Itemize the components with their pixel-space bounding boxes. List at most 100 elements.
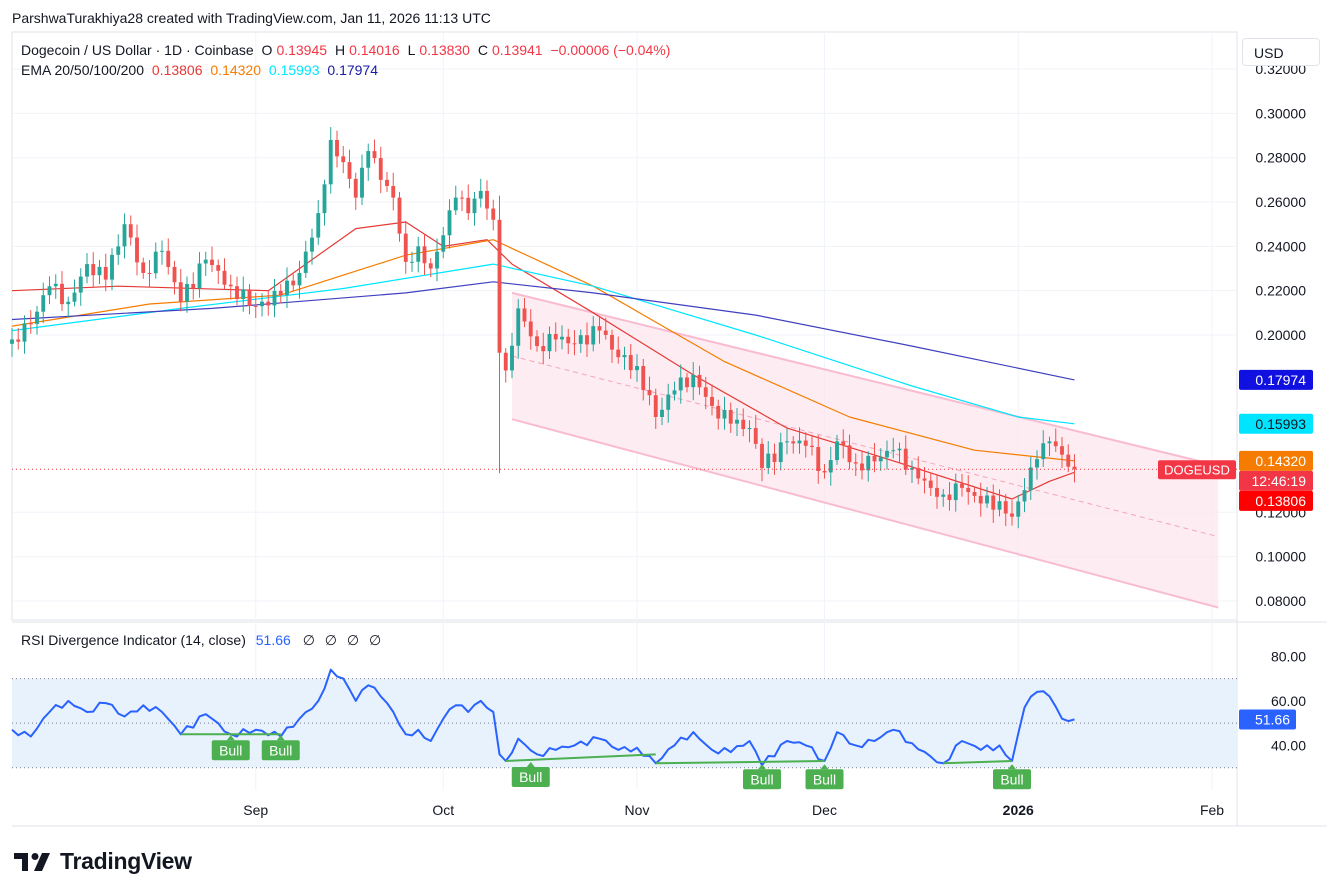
bull-label-pointer [820, 764, 829, 770]
rsi-tick-label: 80.00 [1271, 648, 1306, 664]
candle-body [672, 390, 677, 395]
candle [466, 184, 471, 220]
candle [735, 408, 739, 437]
bull-label: Bull [743, 764, 781, 790]
candle-body [1003, 501, 1008, 514]
candle [935, 474, 939, 509]
candle-body [897, 448, 902, 451]
candle [653, 388, 658, 429]
candle-body [416, 246, 421, 262]
candle [710, 384, 714, 416]
bull-label-text: Bull [219, 742, 242, 758]
candle [22, 315, 27, 354]
candle [1066, 444, 1071, 473]
candle-body [853, 462, 858, 464]
candle-body [785, 441, 789, 443]
candle-body [10, 339, 14, 344]
candle [516, 299, 521, 359]
bull-divergence-line [943, 760, 1013, 765]
price-tick-label: 0.26000 [1255, 194, 1306, 210]
candle [885, 440, 889, 470]
candle-body [916, 467, 921, 479]
ohlc-open: O 0.13945 [261, 42, 328, 58]
candle [460, 190, 464, 212]
bull-label-bg [805, 769, 844, 790]
candle-body [722, 409, 727, 419]
candle [10, 327, 14, 357]
time-tick-label: Feb [1200, 802, 1224, 818]
candle [535, 330, 539, 352]
bull-label: Bull [211, 735, 250, 761]
candle-body [516, 308, 521, 346]
candle-body [47, 286, 52, 296]
ohlc-low: L 0.13830 [407, 42, 470, 58]
candle-body [310, 237, 314, 252]
candle-body [297, 272, 302, 286]
candle [853, 453, 858, 476]
candle-body [528, 321, 533, 337]
candle-body [891, 450, 896, 452]
candle-body [778, 442, 783, 463]
candle [610, 329, 614, 363]
candle-body [766, 453, 771, 468]
price-axis-label: 0.13806 [1239, 490, 1313, 511]
candle-body [1022, 490, 1027, 502]
candle [997, 489, 1002, 517]
candle [310, 228, 314, 265]
candle [247, 284, 252, 315]
candle [103, 253, 108, 292]
candle [241, 276, 246, 312]
candle-body [791, 441, 796, 444]
candle-body [972, 492, 977, 496]
candle-body [1016, 501, 1021, 517]
candle [472, 192, 477, 226]
candle [85, 253, 89, 284]
candle-body [997, 501, 1002, 510]
candle-body [178, 282, 183, 302]
candle [916, 456, 921, 485]
candle-body [622, 355, 627, 358]
ema200-line [11, 281, 1075, 381]
candle [585, 322, 589, 358]
candle [428, 258, 433, 278]
candle [491, 199, 496, 231]
price-axis-label-bg [1239, 369, 1313, 390]
candle-body [491, 208, 496, 220]
bull-label-pointer [276, 735, 285, 741]
candle-body [991, 495, 996, 510]
candle-body [428, 263, 433, 269]
price-tick-label: 0.30000 [1255, 105, 1306, 121]
candle-body [128, 224, 133, 238]
currency-button[interactable]: USD [1242, 38, 1320, 66]
candle-body [291, 280, 296, 286]
candle [566, 328, 571, 355]
candle-body [347, 162, 352, 179]
price-axis-label-text: 0.14320 [1255, 453, 1306, 469]
candle [622, 346, 627, 370]
candle-body [1072, 466, 1077, 470]
candle [235, 276, 239, 306]
candle [991, 484, 996, 523]
channel-upper-line [511, 291, 1219, 467]
candle [122, 213, 127, 259]
candle [803, 432, 808, 458]
price-axis-label-bg [1239, 413, 1313, 434]
candle-body [172, 266, 177, 283]
candle-body [216, 265, 221, 271]
candle [285, 267, 289, 308]
rsi-value: 51.66 [255, 632, 291, 648]
candle [291, 274, 296, 292]
candle [660, 397, 664, 426]
bull-label-text: Bull [269, 742, 292, 758]
candle-body [485, 190, 489, 209]
candle-body [610, 334, 614, 350]
tradingview-logo[interactable]: TradingView [14, 848, 192, 875]
candle [841, 429, 846, 459]
candle-body [85, 264, 89, 277]
candle [685, 372, 689, 393]
candle-body [628, 355, 633, 371]
bull-label-pointer [226, 735, 235, 741]
candle-body [247, 289, 252, 306]
candle-body [835, 441, 839, 461]
